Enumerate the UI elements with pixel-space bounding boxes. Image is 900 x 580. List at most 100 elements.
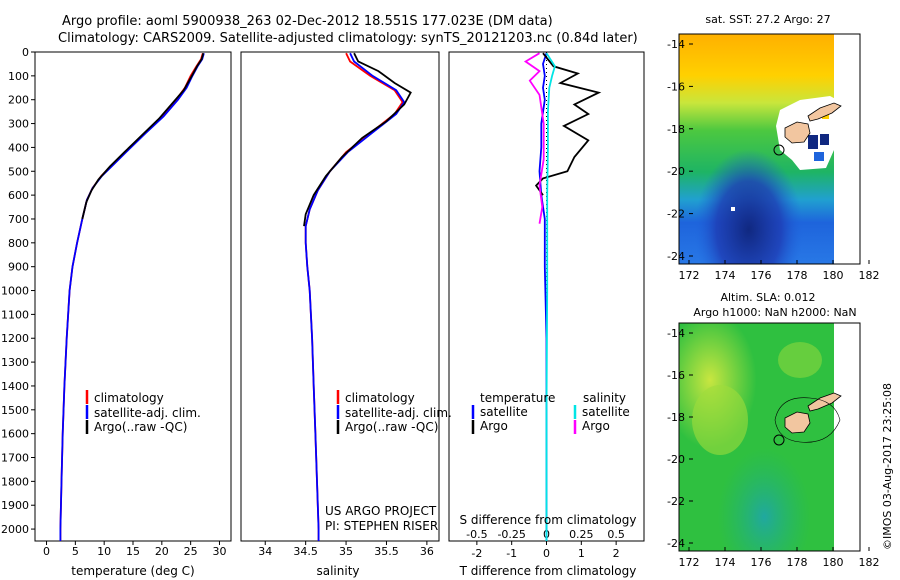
sst-map-ticks: 172 174 176 178 180 182 -14 -16 -18 -20 -22 -24 [667, 38, 879, 282]
sla-contour [774, 397, 841, 443]
x-tick-label: 10 [97, 545, 111, 558]
depth-axis: 0 100 200 300 400 500 600 700 800 900 1000 1100 1200… [1, 46, 35, 536]
salinity-x-label: salinity [316, 564, 359, 578]
depth-tick-label: 200 [8, 94, 29, 107]
depth-tick-label: 2000 [1, 523, 29, 536]
sst-nodata-east [834, 34, 860, 264]
x-tick-label: 15 [126, 545, 140, 558]
sst-pixel-dark2 [820, 134, 829, 145]
sla-yellow-patch2 [778, 342, 822, 378]
depth-tick-label: 1300 [1, 356, 29, 369]
legend-label-sal-argo: Argo [582, 419, 610, 433]
lat-tick-label: -24 [667, 250, 685, 263]
sst-map-title: sat. SST: 27.2 Argo: 27 [705, 13, 830, 26]
sla-map-ticks: 172 174 176 178 180 182 -14 -16 -18 -20 -22 -24 [667, 327, 879, 569]
x-tick-label: 25 [184, 545, 198, 558]
depth-tick-label: 1400 [1, 380, 29, 393]
lon-tick-label: 180 [823, 556, 844, 569]
lat-tick-label: -16 [667, 369, 685, 382]
lat-tick-label: -14 [667, 327, 685, 340]
lat-tick-label: -22 [667, 208, 685, 221]
s-diff-tick-label: 0.5 [607, 528, 625, 541]
argo-location-marker [773, 434, 785, 446]
sla-map-subtitle: Argo h1000: NaN h2000: NaN [693, 306, 856, 319]
depth-tick-label: 1100 [1, 308, 29, 321]
depth-tick-label: 700 [8, 213, 29, 226]
sst-pixel-dark1 [808, 135, 818, 149]
depth-tick-label: 400 [8, 141, 29, 154]
difference-x-label-bottom: T difference from climatology [459, 564, 637, 578]
legend-label-temp-argo: Argo [480, 419, 508, 433]
lon-tick-label: 174 [715, 556, 736, 569]
lon-tick-label: 172 [679, 556, 700, 569]
salinity-x-ticks: 34 34.5 35 35.5 36 [258, 541, 434, 558]
legend-title-salinity: salinity [583, 391, 626, 405]
difference-x-label-top: S difference from climatology [460, 513, 637, 527]
lon-tick-label: 178 [787, 556, 808, 569]
x-tick-label: 34.5 [293, 545, 318, 558]
figure-title-line2: Climatology: CARS2009. Satellite-adjuste… [58, 31, 638, 46]
depth-tick-label: 900 [8, 261, 29, 274]
temperature-x-label: temperature (deg C) [71, 564, 194, 578]
x-tick-label: 5 [72, 545, 79, 558]
sst-map [678, 33, 861, 265]
sla-map-frame [678, 322, 861, 552]
depth-tick-label: 1600 [1, 428, 29, 441]
lat-tick-label: -22 [667, 495, 685, 508]
project-annotation: US ARGO PROJECT [325, 504, 437, 518]
legend-label-argo: Argo(..raw -QC) [94, 420, 187, 434]
diff-series-3 [523, 52, 545, 224]
salinity-legend: climatology satellite-adj. clim. Argo(..… [336, 390, 452, 434]
lon-tick-label: 180 [823, 269, 844, 282]
legend-label-climatology: climatology [345, 391, 415, 405]
legend-label-argo: Argo(..raw -QC) [345, 420, 438, 434]
lat-tick-label: -18 [667, 123, 685, 136]
x-tick-label: 30 [212, 545, 226, 558]
t-diff-tick-label: -2 [471, 547, 482, 560]
series-line-climatology [59, 52, 204, 541]
sst-pixel-blue [814, 152, 824, 161]
temperature-legend: climatology satellite-adj. clim. Argo(..… [85, 390, 201, 434]
depth-tick-label: 1500 [1, 404, 29, 417]
legend-label-temp-satellite: satellite [480, 405, 528, 419]
depth-tick-label: 1700 [1, 452, 29, 465]
lon-tick-label: 176 [751, 556, 772, 569]
x-tick-label: 36 [420, 545, 434, 558]
legend-label-satellite: satellite-adj. clim. [94, 406, 201, 420]
x-tick-label: 0 [43, 545, 50, 558]
lon-tick-label: 178 [787, 269, 808, 282]
difference-x-ticks: -2 -1 0 1 2-0.5 -0.25 0 0.25 0.5 [466, 52, 625, 560]
lon-tick-label: 176 [751, 269, 772, 282]
argo-location-marker [773, 144, 785, 156]
temperature-x-ticks: 0 5 10 15 20 25 30 [43, 541, 226, 558]
sla-map-title: Altim. SLA: 0.012 [720, 291, 815, 304]
sla-map [678, 322, 861, 552]
depth-tick-label: 1000 [1, 285, 29, 298]
diff-series-2 [545, 52, 556, 541]
lat-tick-label: -18 [667, 411, 685, 424]
fiji-vanua-levu [807, 392, 842, 412]
s-diff-tick-label: -0.5 [466, 528, 487, 541]
series-line-argo-raw-qc- [303, 52, 412, 227]
sst-map-frame [678, 33, 861, 265]
depth-tick-label: 800 [8, 237, 29, 250]
series-line-satellite-adj-clim- [304, 52, 406, 541]
lat-tick-label: -14 [667, 38, 685, 51]
temperature-panel-frame [34, 51, 232, 542]
fiji-vanua-levu [807, 102, 842, 122]
depth-tick-label: 1200 [1, 332, 29, 345]
s-diff-tick-label: -0.25 [497, 528, 525, 541]
temperature-profiles [59, 52, 205, 541]
depth-tick-label: 0 [22, 46, 29, 59]
t-diff-tick-label: -1 [506, 547, 517, 560]
fiji-viti-levu [784, 121, 811, 144]
imos-watermark: ©IMOS 03-Aug-2017 23:25:08 [881, 383, 894, 550]
series-line-climatology [304, 52, 404, 541]
depth-tick-label: 300 [8, 118, 29, 131]
lon-tick-label: 172 [679, 269, 700, 282]
x-tick-label: 34 [258, 545, 272, 558]
t-diff-tick-label: 0 [543, 547, 550, 560]
sla-yellow-patch1 [692, 385, 748, 455]
pi-annotation: PI: STEPHEN RISER [325, 519, 438, 533]
